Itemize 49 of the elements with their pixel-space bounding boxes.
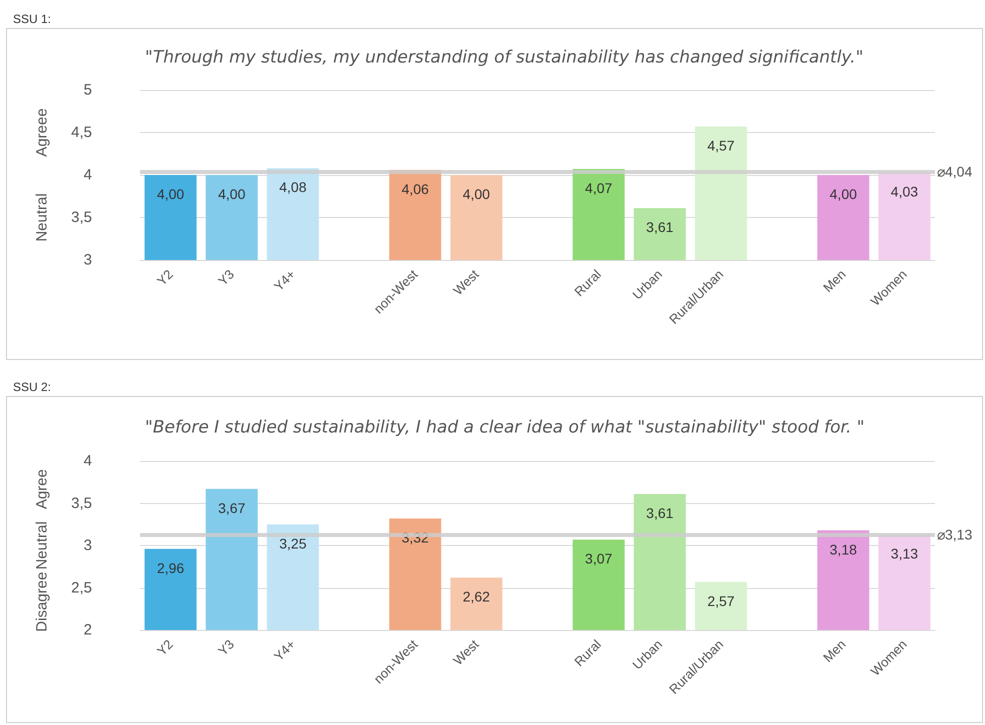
x-tick-label: Men xyxy=(820,266,849,296)
data-label: 3,32 xyxy=(402,529,430,546)
x-tick-label: Y3 xyxy=(215,636,238,659)
text: Agree xyxy=(34,469,50,510)
text: SSU 1: xyxy=(13,12,52,26)
y-tick-label: 5 xyxy=(84,82,92,98)
text: Disagree xyxy=(34,572,50,632)
y-tick-label: 2 xyxy=(84,622,92,638)
ref-line-label: ⌀4,04 xyxy=(937,164,972,180)
data-label: 3,61 xyxy=(646,219,674,236)
y-tick-label: 3 xyxy=(84,537,92,554)
data-label: 2,96 xyxy=(156,560,184,576)
x-tick-label: Y2 xyxy=(154,636,176,659)
data-label: 4,03 xyxy=(890,183,918,200)
text: Neutral xyxy=(34,521,50,570)
y-tick-label: 3,5 xyxy=(71,494,92,512)
ref-line-label: ⌀3,13 xyxy=(937,526,972,543)
y-tick-label: 2,5 xyxy=(71,579,92,596)
y-tick-label: 4 xyxy=(84,166,92,184)
data-label: 2,57 xyxy=(707,592,735,609)
x-tick-label: Y4+ xyxy=(270,266,298,294)
data-label: 4,00 xyxy=(830,186,858,202)
data-label: 2,62 xyxy=(462,588,490,605)
x-tick-label: Men xyxy=(820,636,849,666)
data-label: 3,67 xyxy=(218,500,246,516)
y-tick-label: 4 xyxy=(84,452,92,470)
text: SSU 2: xyxy=(13,380,52,394)
text: Neutral xyxy=(34,193,50,242)
data-label: 4,00 xyxy=(218,186,246,202)
data-label: 3,25 xyxy=(279,535,307,552)
data-label: 4,57 xyxy=(707,138,735,154)
y-tick-label: 3,5 xyxy=(71,209,92,226)
data-label: 3,61 xyxy=(646,504,674,521)
text: Agreee xyxy=(34,108,50,157)
data-label: 4,00 xyxy=(462,186,490,202)
x-tick-label: Y2 xyxy=(154,266,176,289)
data-label: 3,13 xyxy=(890,546,918,562)
data-label: 4,07 xyxy=(585,180,612,196)
data-label: 4,00 xyxy=(156,186,184,202)
data-label: 3,18 xyxy=(830,541,858,558)
chart-subtitle: "Before I studied sustainability, I had a clear idea of what "sustainability" stood for. " xyxy=(145,418,865,438)
chart-subtitle: "Through my studies, my understanding of sustainability has changed significantly." xyxy=(145,48,864,68)
y-tick-label: 3 xyxy=(84,252,92,268)
data-label: 3,07 xyxy=(585,550,612,567)
x-tick-label: Y3 xyxy=(215,266,238,289)
y-tick-label: 4,5 xyxy=(71,124,92,141)
x-tick-label: Y4+ xyxy=(270,636,298,664)
data-label: 4,06 xyxy=(402,180,430,197)
data-label: 4,08 xyxy=(279,179,307,196)
